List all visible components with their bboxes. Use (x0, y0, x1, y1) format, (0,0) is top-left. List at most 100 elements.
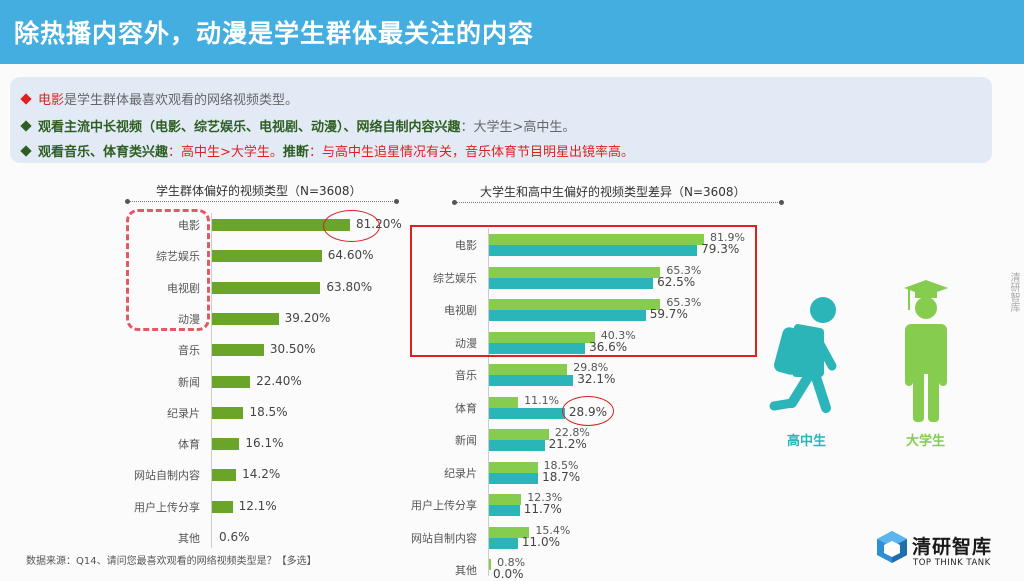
left-value-label: 63.80% (326, 279, 373, 294)
summary-line-3: 观看音乐、体育类兴趣：高中生>大学生。推断：与高中生追星情况有关，音乐体育节目明… (20, 141, 634, 160)
highschool-student-icon (769, 297, 837, 413)
right-category-label: 纪录片 (444, 466, 477, 480)
left-value-label: 64.60% (327, 248, 374, 263)
left-category-label: 综艺娱乐 (156, 250, 200, 264)
diamond-bullet-icon (20, 145, 32, 157)
college-value-label: 65.3% (666, 263, 702, 277)
highschool-value-label: 36.6% (589, 339, 628, 354)
highschool-bar (489, 505, 520, 516)
college-bar (489, 559, 492, 570)
highschool-value-label: 62.5% (657, 274, 696, 289)
highschool-bar (489, 277, 654, 289)
summary-line-1: 电影是学生群体最喜欢观看的网络视频类型。 (20, 89, 298, 108)
college-bar (489, 526, 530, 538)
left-bar (212, 344, 264, 357)
left-bar (212, 438, 240, 451)
left-value-label: 16.1% (245, 436, 284, 451)
left-category-label: 其他 (178, 532, 200, 545)
left-bar (212, 469, 237, 482)
college-value-label: 15.4% (535, 523, 571, 537)
left-category-label: 网站自制内容 (134, 469, 200, 483)
right-red-highlight (410, 225, 757, 357)
college-bar (489, 331, 595, 343)
left-bar (212, 219, 350, 231)
college-student-icon (904, 280, 948, 422)
cube-logo-icon (877, 531, 907, 563)
right-chart-title: 大学生和高中生偏好的视频类型差异（N=3608） (480, 185, 746, 199)
right-category-label: 用户上传分享 (411, 499, 477, 512)
right-category-label: 综艺娱乐 (433, 271, 477, 285)
left-value-label: 14.2% (242, 467, 281, 482)
college-bar (489, 494, 522, 505)
left-value-label: 30.50% (269, 342, 316, 357)
right-category-label: 电视剧 (444, 304, 477, 317)
left-bar (212, 406, 244, 419)
highschool-bar (489, 310, 646, 321)
left-bar (212, 281, 321, 294)
left-bar (212, 500, 233, 513)
right-category-label: 其他 (455, 564, 477, 577)
highschool-value-label: 21.2% (548, 437, 587, 451)
highschool-bar (489, 407, 565, 419)
highschool-value-label: 11.7% (523, 502, 562, 516)
highschool-bar (489, 537, 518, 549)
left-value-label: 0.6% (219, 530, 250, 544)
left-value-label: 18.5% (249, 404, 288, 419)
highschool-value-label: 32.1% (577, 372, 616, 386)
college-bar (489, 461, 538, 473)
right-category-label: 新闻 (455, 434, 477, 447)
left-category-label: 电视剧 (167, 281, 200, 295)
highschool-bar (489, 440, 545, 451)
college-value-label: 18.5% (543, 458, 579, 472)
college-bar (489, 364, 568, 375)
college-bar (489, 266, 661, 278)
right-category-label: 体育 (455, 401, 477, 415)
college-bar (489, 429, 549, 440)
highschool-value-label: 0.0% (493, 567, 524, 581)
left-category-label: 音乐 (178, 344, 200, 358)
legend-highschool: 高中生 (787, 434, 827, 449)
right-category-label: 动漫 (455, 336, 477, 350)
left-category-label: 电影 (178, 219, 200, 232)
college-value-label: 29.8% (573, 361, 609, 374)
left-category-label: 纪录片 (167, 406, 200, 420)
side-watermark: 清研智库 (1008, 272, 1019, 312)
summary-line-2: 观看主流中长视频（电影、综艺娱乐、电视剧、动漫）、网络自制内容兴趣：大学生>高中… (20, 116, 575, 135)
brand-logo: 清研智库 TOP THINK TANK (876, 530, 991, 568)
college-bar (489, 299, 661, 310)
logo-en: TOP THINK TANK (913, 558, 991, 568)
page-title: 除热播内容外，动漫是学生群体最关注的内容 (14, 19, 535, 48)
college-bar (489, 396, 519, 408)
left-bar (212, 250, 322, 263)
highschool-value-label: 59.7% (649, 307, 688, 321)
right-title-divider (452, 200, 784, 205)
annotation-circle (562, 396, 614, 426)
highschool-bar (489, 375, 574, 386)
right-axis (488, 228, 489, 576)
legend-college: 大学生 (906, 434, 946, 449)
college-value-label: 11.1% (524, 393, 560, 407)
highschool-value-label: 11.0% (521, 534, 560, 549)
highschool-bar (489, 342, 586, 354)
left-category-label: 新闻 (178, 375, 200, 389)
left-chart-title: 学生群体偏好的视频类型（N=3608） (156, 184, 362, 198)
left-value-label: 22.40% (256, 373, 302, 388)
highschool-value-label: 79.3% (701, 242, 740, 256)
right-category-label: 电影 (455, 239, 477, 252)
left-bar (212, 375, 251, 388)
college-value-label: 81.9% (710, 231, 745, 244)
left-category-label: 体育 (178, 438, 200, 452)
diamond-bullet-icon (20, 120, 32, 132)
header-bar: 除热播内容外，动漫是学生群体最关注的内容 (0, 0, 1024, 64)
left-category-label: 用户上传分享 (134, 500, 200, 514)
annotation-circle (323, 210, 380, 242)
left-category-label: 动漫 (178, 312, 200, 326)
college-bar (489, 234, 704, 245)
college-value-label: 0.8% (497, 556, 526, 569)
left-title-divider (125, 199, 399, 204)
college-value-label: 12.3% (527, 491, 563, 504)
college-value-label: 65.3% (666, 296, 702, 309)
data-source: 数据来源：Q14、请问您最喜欢观看的网络视频类型是？【多选】 (26, 556, 317, 567)
left-value-label: 12.1% (238, 498, 277, 513)
right-category-label: 音乐 (455, 369, 477, 382)
